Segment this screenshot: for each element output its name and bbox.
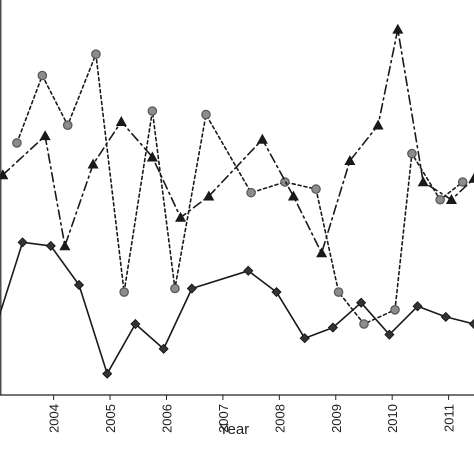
series-2-point — [119, 287, 129, 297]
series-3-point — [344, 155, 356, 165]
x-tick-label: 2008 — [272, 404, 287, 433]
series-3-point — [87, 158, 99, 169]
x-axis-title: Year — [219, 421, 249, 438]
series-2-point — [311, 184, 321, 194]
series-1-point — [440, 311, 451, 322]
series-2-point — [246, 187, 256, 198]
x-tick-label: 2009 — [329, 404, 344, 433]
x-tick-label: 2010 — [385, 404, 400, 433]
series-1-line — [0, 241, 474, 375]
series-2-point — [359, 319, 369, 329]
series-1-point — [327, 322, 338, 333]
series-2-point — [280, 177, 290, 187]
series-3 — [0, 23, 474, 258]
series-1-point — [45, 240, 56, 251]
series-3-point — [468, 172, 474, 183]
series-3-line — [1, 28, 474, 254]
series-1-point — [186, 283, 197, 294]
series-2-point — [435, 194, 445, 205]
series-3-point — [175, 211, 187, 222]
series-3-point — [372, 119, 384, 130]
x-tick-label: 2006 — [159, 404, 174, 433]
series-1-point — [102, 368, 113, 379]
series-1-point — [243, 265, 254, 276]
series-3-point — [392, 23, 404, 34]
series-3-point — [445, 194, 457, 205]
series-2-point — [407, 148, 417, 159]
series-2-point — [457, 177, 468, 187]
series-2-point — [147, 106, 158, 116]
series-1-point — [73, 279, 85, 291]
series-1-point — [130, 318, 141, 330]
series-2-point — [37, 70, 48, 81]
series-1-point — [299, 333, 310, 344]
series-2-point — [62, 120, 73, 130]
series-2-point — [201, 109, 211, 120]
series-1-point — [384, 329, 395, 340]
series-3-point — [417, 176, 429, 187]
series-2-point — [12, 138, 22, 148]
series-3-point — [256, 133, 268, 144]
x-tick-label: 2004 — [47, 404, 62, 433]
x-tick-label: 2005 — [103, 404, 118, 433]
x-tick-label: 2007 — [216, 404, 231, 433]
series-3-point — [115, 116, 127, 126]
series-2-point — [91, 49, 101, 59]
series-1-point — [271, 286, 282, 298]
plot-area — [0, 23, 474, 379]
series-1-point — [412, 301, 423, 312]
series-1-point — [468, 318, 474, 330]
series-1 — [0, 237, 474, 379]
series-2-point — [333, 287, 344, 297]
series-1-point — [356, 297, 367, 308]
series-1-point — [158, 343, 169, 354]
series-2 — [12, 49, 468, 329]
series-3-point — [39, 130, 51, 141]
series-2-point — [170, 283, 180, 294]
series-1-point — [17, 237, 28, 248]
series-2-point — [390, 304, 400, 315]
series-3-point — [146, 151, 158, 162]
series-3-point — [316, 247, 328, 258]
x-tick-label: 2011 — [442, 404, 457, 432]
series-3-point — [203, 190, 215, 201]
series-3-point — [287, 190, 299, 201]
x-axis-ticks: 2004 2005 2006 2007 2008 2009 2010 2011 — [47, 395, 457, 433]
series-3-point — [59, 240, 71, 251]
